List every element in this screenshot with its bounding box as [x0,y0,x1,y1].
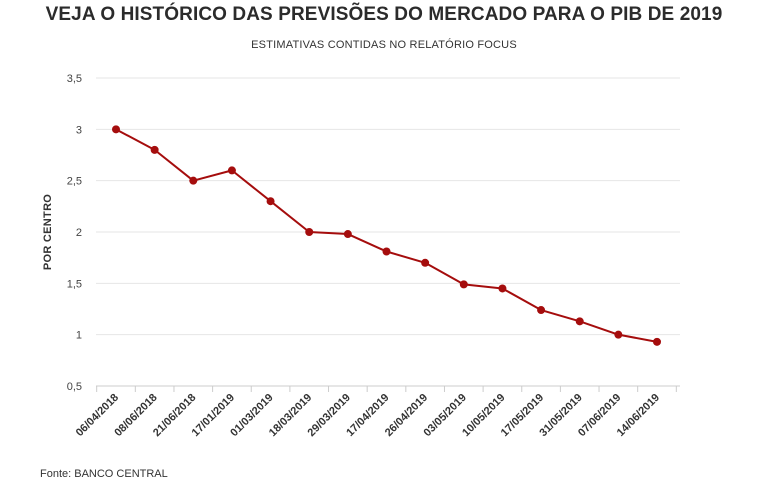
data-point [112,125,120,134]
data-point [227,166,236,175]
chart-title: VEJA O HISTÓRICO DAS PREVISÕES DO MERCAD… [45,4,723,25]
data-point [498,284,507,293]
y-tick-label: 2 [76,227,82,239]
y-tick-labels: 0,5 1 1,5 2 2,5 3 3,5 [67,73,82,393]
y-tick-label: 3 [76,124,82,136]
y-tick-label: 1 [76,330,82,342]
data-point [189,176,198,185]
data-point [421,258,430,267]
x-tick-labels: 06/04/201808/06/201821/06/201817/01/2019… [74,392,662,439]
y-tick-label: 0,5 [67,381,82,393]
data-point [150,145,159,154]
y-tick-label: 2,5 [67,176,82,188]
data-point [537,306,546,315]
data-point [343,230,352,239]
source-note: Fonte: BANCO CENTRAL [40,468,168,480]
series-layer [112,125,661,346]
data-point [382,247,391,256]
y-tick-label: 3,5 [67,73,82,85]
data-point [266,197,275,206]
data-point [459,280,468,289]
data-point [305,228,314,236]
chart-subtitle: ESTIMATIVAS CONTIDAS NO RELATÓRIO FOCUS [251,39,517,51]
data-point [614,330,623,339]
data-point [653,337,661,346]
data-point [575,317,584,326]
series-line [115,128,658,343]
gridlines [96,77,680,392]
y-tick-label: 1,5 [67,278,82,290]
